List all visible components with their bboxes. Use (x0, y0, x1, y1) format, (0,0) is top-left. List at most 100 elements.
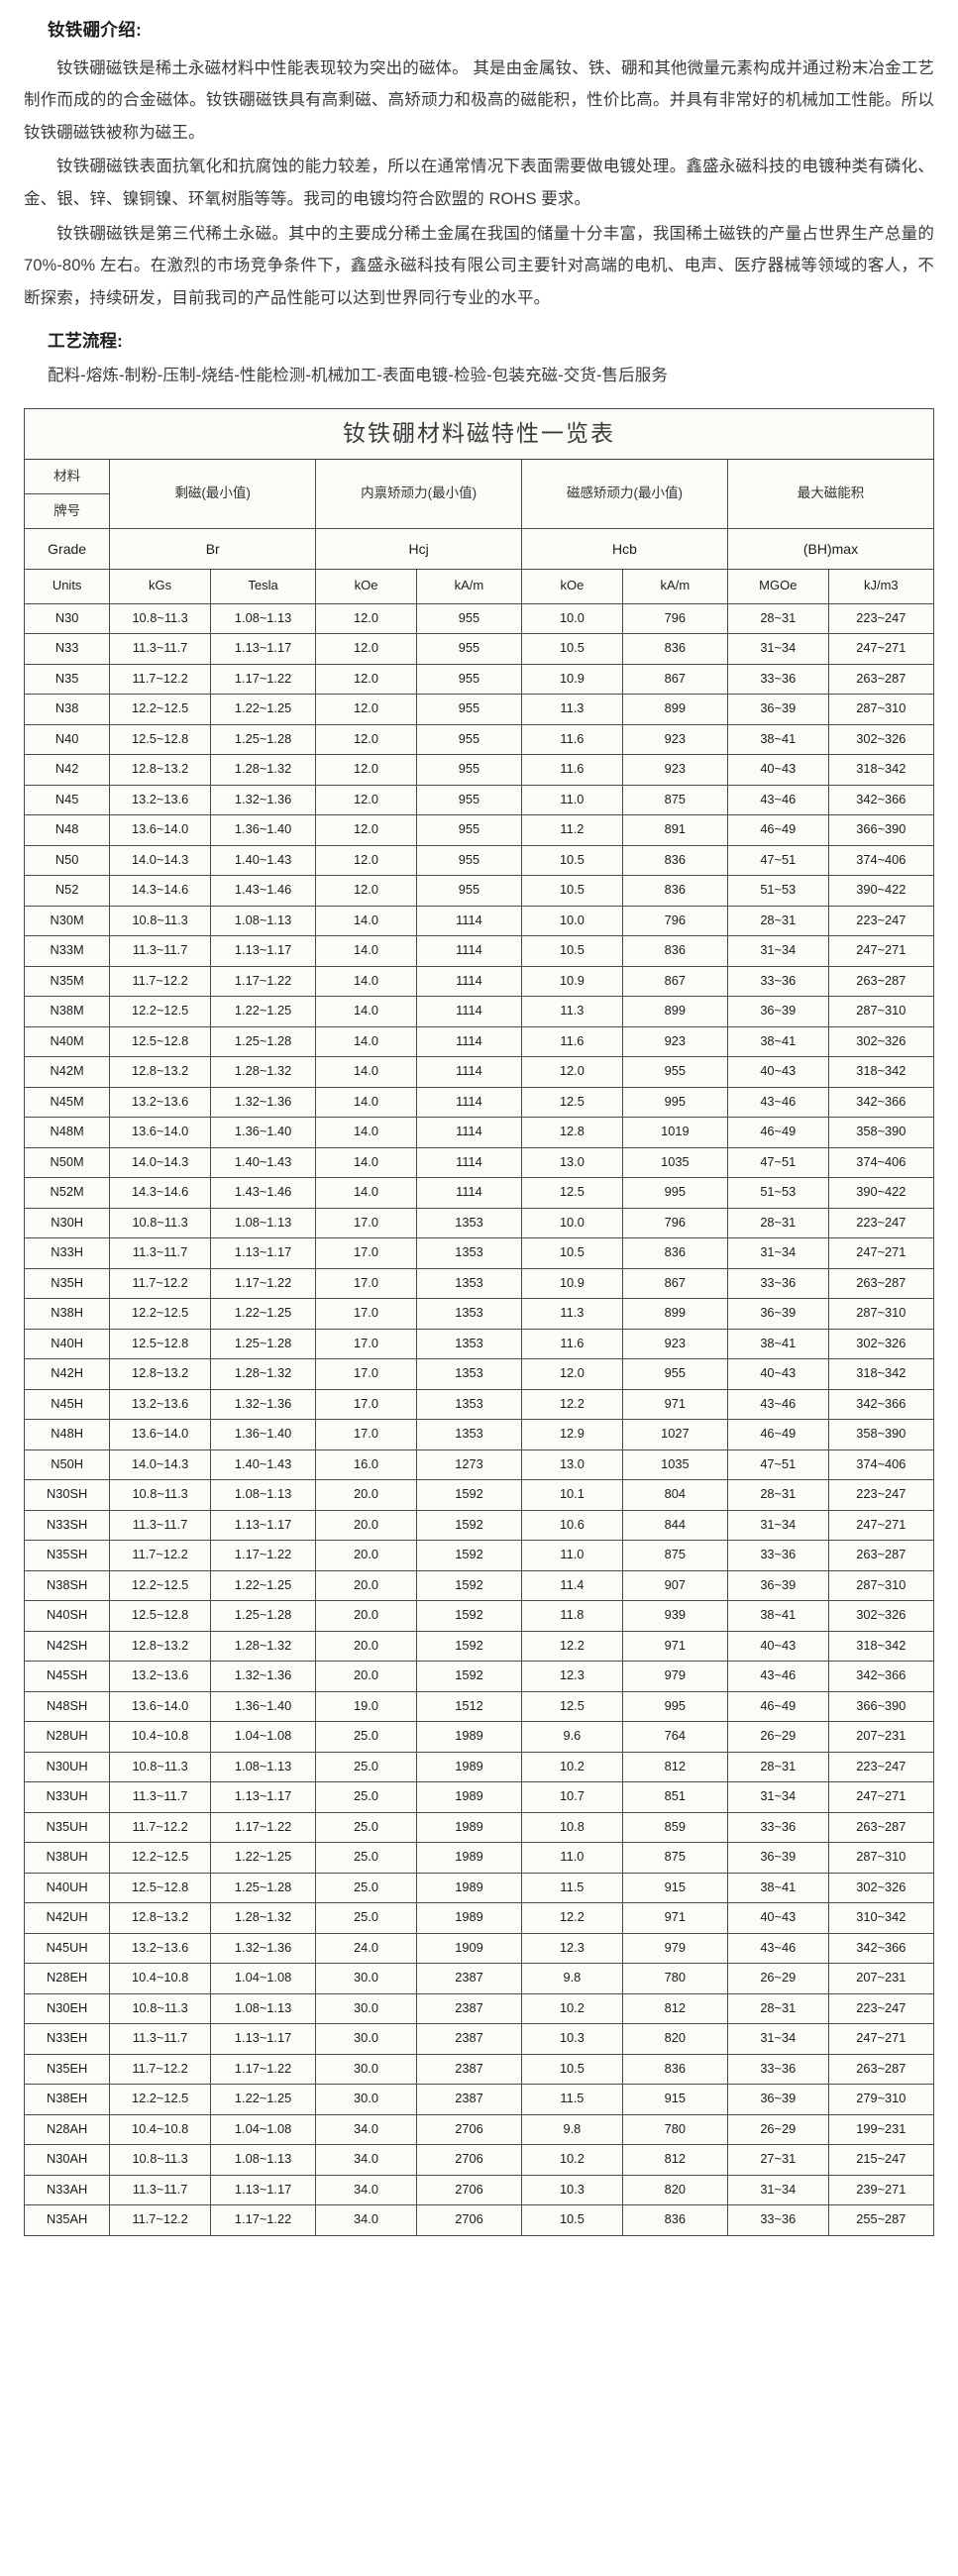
magnet-spec-table: 钕铁硼材料磁特性一览表 材料 剩磁(最小值) 内禀矫顽力(最小值) 磁感矫顽力(… (23, 407, 935, 2236)
cell-hcb-koe: 11.2 (521, 814, 623, 846)
cell-hcj-koe: 20.0 (315, 1540, 417, 1571)
cell-grade: N35EH (23, 2053, 111, 2086)
table-row: N35 11.7~12.2 1.17~1.22 12.0 955 10.9 867 33~36… (23, 663, 935, 696)
cell-hcj-koe: 20.0 (315, 1569, 417, 1602)
cell-br-tesla: 1.25~1.28 (209, 1872, 317, 1904)
cell-bhmax-kjm3: 247~271 (827, 935, 935, 967)
cell-hcb-kam: 899 (621, 996, 728, 1027)
table-title: 钕铁硼材料磁特性一览表 (24, 407, 934, 460)
cell-hcj-koe: 25.0 (315, 1842, 417, 1874)
cell-br-kgs: 12.8~13.2 (109, 1630, 211, 1663)
table-row: N33M 11.3~11.7 1.13~1.17 14.0 1114 10.5 836 31~… (23, 935, 935, 967)
intro-paragraph-2: 钕铁硼磁铁表面抗氧化和抗腐蚀的能力较差，所以在通常情况下表面需要做电镀处理。鑫盛… (24, 158, 934, 209)
cell-br-tesla: 1.36~1.40 (209, 1419, 317, 1450)
cell-br-kgs: 12.2~12.5 (109, 1569, 211, 1602)
cell-hcj-koe: 34.0 (315, 2174, 417, 2206)
cell-grade: N52M (23, 1177, 111, 1209)
cell-hcj-kam: 1592 (415, 1509, 523, 1542)
cell-br-kgs: 12.8~13.2 (109, 754, 211, 786)
cell-bhmax-mgoe: 43~46 (726, 1661, 829, 1692)
cell-br-kgs: 12.8~13.2 (109, 1056, 211, 1088)
cell-bhmax-kjm3: 358~390 (827, 1117, 935, 1148)
cell-hcj-kam: 2387 (415, 1992, 523, 2025)
cell-hcj-kam: 2706 (415, 2174, 523, 2206)
cell-br-kgs: 12.2~12.5 (109, 1842, 211, 1874)
cell-hcj-kam: 1114 (415, 1146, 523, 1179)
cell-bhmax-mgoe: 36~39 (726, 694, 829, 725)
cell-bhmax-kjm3: 287~310 (827, 996, 935, 1027)
cell-bhmax-kjm3: 342~366 (827, 1388, 935, 1421)
cell-br-tesla: 1.36~1.40 (209, 814, 317, 846)
intro-paragraph-1: 钕铁硼磁铁是稀土永磁材料中性能表现较为突出的磁体。 其是由金属钕、铁、硼和其他微… (24, 58, 934, 142)
cell-br-kgs: 12.8~13.2 (109, 1358, 211, 1390)
unit-kgs: kGs (109, 568, 211, 604)
cell-br-kgs: 14.0~14.3 (109, 844, 211, 877)
cell-bhmax-mgoe: 31~34 (726, 1509, 829, 1542)
cell-hcb-koe: 10.0 (521, 905, 623, 937)
cell-hcj-kam: 1989 (415, 1872, 523, 1904)
cell-bhmax-mgoe: 40~43 (726, 754, 829, 786)
cell-br-kgs: 12.5~12.8 (109, 1600, 211, 1632)
unit-hcb-kam: kA/m (621, 568, 728, 604)
cell-hcb-koe: 11.6 (521, 723, 623, 756)
cell-hcb-kam: 844 (621, 1509, 728, 1542)
symbol-hcb: Hcb (521, 527, 728, 570)
cell-grade: N40H (23, 1328, 111, 1360)
cell-hcj-koe: 20.0 (315, 1479, 417, 1511)
cell-bhmax-kjm3: 342~366 (827, 784, 935, 816)
intro-heading: 钕铁硼介绍: (48, 20, 143, 40)
cell-hcj-koe: 12.0 (315, 663, 417, 696)
cell-bhmax-kjm3: 247~271 (827, 1781, 935, 1813)
cell-br-tesla: 1.13~1.17 (209, 2023, 317, 2055)
cell-hcb-kam: 939 (621, 1600, 728, 1632)
cell-bhmax-kjm3: 390~422 (827, 875, 935, 907)
symbol-hcj: Hcj (315, 527, 523, 570)
cell-bhmax-mgoe: 38~41 (726, 1600, 829, 1632)
cell-br-kgs: 12.2~12.5 (109, 2084, 211, 2115)
cell-br-kgs: 11.7~12.2 (109, 2204, 211, 2236)
cell-grade: N42UH (23, 1902, 111, 1934)
cell-hcb-koe: 12.2 (521, 1388, 623, 1421)
cell-bhmax-kjm3: 263~287 (827, 663, 935, 696)
table-row: N48M 13.6~14.0 1.36~1.40 14.0 1114 12.8 1019 46… (23, 1117, 935, 1148)
cell-hcb-koe: 12.2 (521, 1630, 623, 1663)
cell-hcj-kam: 1353 (415, 1237, 523, 1269)
cell-bhmax-kjm3: 247~271 (827, 1237, 935, 1269)
cell-br-tesla: 1.22~1.25 (209, 1842, 317, 1874)
cell-hcj-koe: 14.0 (315, 1086, 417, 1119)
cell-hcb-kam: 867 (621, 965, 728, 998)
cell-hcj-kam: 1592 (415, 1600, 523, 1632)
group-header-row-2: 牌号 (23, 492, 934, 529)
table-row: N35M 11.7~12.2 1.17~1.22 14.0 1114 10.9 867 33~… (23, 965, 935, 998)
cell-br-tesla: 1.40~1.43 (209, 1449, 317, 1481)
cell-bhmax-kjm3: 207~231 (827, 1963, 935, 1994)
table-row: N48 13.6~14.0 1.36~1.40 12.0 955 11.2 891 46~49… (23, 814, 935, 846)
cell-hcb-koe: 10.2 (521, 1751, 623, 1783)
cell-hcj-koe: 14.0 (315, 905, 417, 937)
table-row: N40SH 12.5~12.8 1.25~1.28 20.0 1592 11.8 939 38… (23, 1600, 935, 1632)
process-flow-text: 配料-熔炼-制粉-压制-烧结-性能检测-机械加工-表面电镀-检验-包装充磁-交货… (48, 367, 668, 385)
cell-grade: N42SH (23, 1630, 111, 1663)
cell-br-kgs: 14.3~14.6 (109, 875, 211, 907)
cell-br-kgs: 11.3~11.7 (109, 1509, 211, 1542)
cell-grade: N48SH (23, 1690, 111, 1723)
cell-bhmax-kjm3: 263~287 (827, 965, 935, 998)
cell-hcj-kam: 955 (415, 814, 523, 846)
cell-grade: N38H (23, 1298, 111, 1330)
cell-br-tesla: 1.22~1.25 (209, 1298, 317, 1330)
cell-hcj-koe: 12.0 (315, 602, 417, 635)
cell-hcb-koe: 12.5 (521, 1177, 623, 1209)
cell-hcb-koe: 10.5 (521, 633, 623, 665)
cell-br-kgs: 11.7~12.2 (109, 1267, 211, 1300)
spec-table-body: N30 10.8~11.3 1.08~1.13 12.0 955 10.0 796 28~31… (23, 602, 935, 2236)
cell-bhmax-mgoe: 38~41 (726, 1872, 829, 1904)
cell-hcb-kam: 836 (621, 2053, 728, 2086)
table-row: N33H 11.3~11.7 1.13~1.17 17.0 1353 10.5 836 31~… (23, 1237, 935, 1269)
cell-br-kgs: 12.5~12.8 (109, 1025, 211, 1058)
table-row: N40 12.5~12.8 1.25~1.28 12.0 955 11.6 923 38~41… (23, 723, 935, 756)
cell-bhmax-mgoe: 33~36 (726, 1267, 829, 1300)
cell-hcj-kam: 1592 (415, 1630, 523, 1663)
cell-br-kgs: 12.2~12.5 (109, 694, 211, 725)
cell-bhmax-kjm3: 358~390 (827, 1419, 935, 1450)
cell-bhmax-mgoe: 46~49 (726, 1419, 829, 1450)
